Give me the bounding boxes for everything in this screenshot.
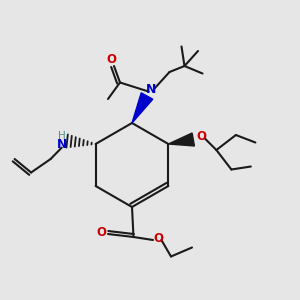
Polygon shape <box>168 133 194 146</box>
Text: O: O <box>106 53 116 67</box>
Text: O: O <box>153 232 164 245</box>
Polygon shape <box>132 93 153 123</box>
Text: N: N <box>56 137 67 151</box>
Text: H: H <box>58 130 66 141</box>
Text: N: N <box>146 83 157 97</box>
Text: O: O <box>197 130 207 143</box>
Text: O: O <box>96 226 106 239</box>
